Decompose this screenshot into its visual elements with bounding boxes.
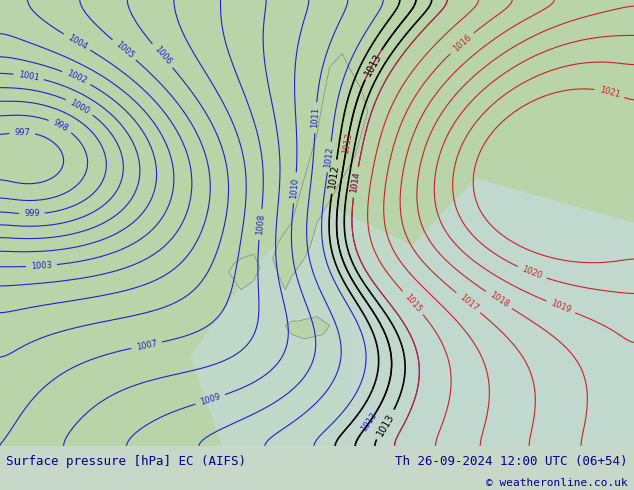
Text: Surface pressure [hPa] EC (AIFS): Surface pressure [hPa] EC (AIFS) [6,455,247,468]
Text: 1013: 1013 [363,51,383,77]
Text: 1005: 1005 [113,40,135,60]
Text: 1012: 1012 [323,146,335,168]
Text: 1012: 1012 [328,164,341,190]
Text: 998: 998 [51,118,70,133]
Polygon shape [273,53,368,290]
Text: 1014: 1014 [349,171,362,194]
Text: 1015: 1015 [403,292,424,314]
Text: 1013: 1013 [360,411,379,433]
Polygon shape [349,178,634,446]
Text: 1020: 1020 [521,265,543,281]
Polygon shape [228,254,260,290]
Text: Th 26-09-2024 12:00 UTC (06+54): Th 26-09-2024 12:00 UTC (06+54) [395,455,628,468]
Text: 1013: 1013 [341,132,354,154]
Text: 999: 999 [24,209,40,219]
Text: 1021: 1021 [598,85,621,99]
Polygon shape [285,317,330,339]
Text: 1010: 1010 [290,177,301,199]
Text: 1000: 1000 [68,98,91,116]
Text: 1019: 1019 [549,299,572,315]
Text: 1011: 1011 [311,107,321,128]
Text: © weatheronline.co.uk: © weatheronline.co.uk [486,478,628,489]
Text: 1008: 1008 [255,214,266,235]
Text: 1009: 1009 [199,392,222,407]
Text: 1017: 1017 [457,293,479,313]
Text: 1007: 1007 [135,339,158,352]
Text: 1016: 1016 [451,33,473,53]
Text: 1002: 1002 [65,69,88,86]
Text: 1014: 1014 [349,171,362,194]
Text: 1004: 1004 [66,33,88,51]
Text: 1018: 1018 [488,291,510,310]
Text: 1013: 1013 [375,412,396,438]
Text: 997: 997 [15,128,30,137]
Text: 1006: 1006 [152,45,172,67]
Text: 1003: 1003 [30,261,52,271]
Text: 1001: 1001 [18,70,40,83]
Polygon shape [190,201,412,446]
